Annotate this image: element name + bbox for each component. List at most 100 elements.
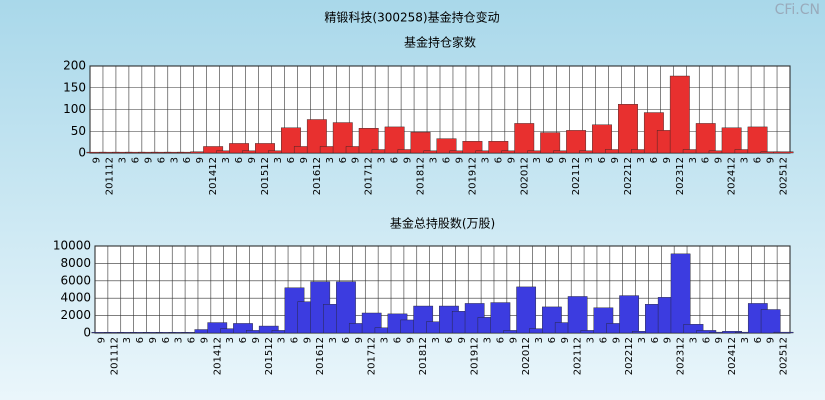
bar [721,127,742,154]
x-tick-label: 201512 [260,157,271,195]
bar [696,330,717,334]
x-tick-label: 6 [187,337,198,343]
x-tick-label: 6 [341,337,352,343]
x-tick-label: 6 [182,157,193,163]
x-tick-label: 3 [740,337,751,343]
x-tick-label: 9 [663,337,674,343]
x-tick-label: 3 [273,157,284,163]
x-tick-label: 9 [714,337,725,343]
chart-title: 基金持仓家数 [404,35,476,50]
x-tick-label: 9 [508,337,519,343]
x-tick-label: 6 [701,157,712,163]
bar [773,151,794,154]
bar [773,331,794,334]
bar [566,130,587,154]
x-tick-label: 6 [753,337,764,343]
x-tick-label: 6 [547,337,558,343]
bar [695,123,716,154]
bar [670,253,691,334]
x-tick-label: 6 [545,157,556,163]
bar [490,302,511,334]
y-tick-label: 8000 [60,256,91,270]
x-tick-label: 9 [766,157,777,163]
x-tick-label: 3 [122,337,133,343]
x-tick-label: 6 [156,157,167,163]
x-tick-label: 201612 [312,157,323,195]
x-tick-label: 3 [325,157,336,163]
x-tick-label: 202112 [573,337,584,375]
bar [462,141,483,154]
x-tick-label: 202312 [675,157,686,195]
bar [233,323,253,334]
x-tick-label: 6 [338,157,349,163]
x-tick-label: 201412 [208,157,219,195]
x-tick-label: 3 [532,157,543,163]
x-tick-label: 9 [299,157,310,163]
x-tick-label: 9 [302,337,313,343]
x-tick-label: 9 [714,157,725,163]
x-tick-label: 9 [354,337,365,343]
x-tick-label: 9 [403,157,414,163]
y-tick-label: 10000 [53,239,91,253]
y-tick-label: 150 [63,80,86,94]
x-tick-label: 6 [597,157,608,163]
x-tick-label: 3 [277,337,288,343]
bar [358,128,379,154]
x-tick-label: 9 [454,157,465,163]
bar [384,126,405,154]
watermark: CFi.CN [775,2,820,18]
x-tick-label: 3 [688,157,699,163]
x-tick-label: 202012 [519,157,530,195]
x-tick-label: 9 [610,157,621,163]
bar [332,122,353,154]
x-tick-label: 9 [91,157,102,163]
x-tick-label: 201612 [315,337,326,375]
x-tick-label: 3 [328,337,339,343]
x-tick-label: 3 [584,157,595,163]
bar [410,131,431,154]
x-tick-label: 3 [225,337,236,343]
x-tick-label: 9 [96,337,107,343]
x-tick-label: 3 [431,337,442,343]
x-tick-label: 6 [495,337,506,343]
x-tick-label: 9 [251,337,262,343]
x-tick-label: 201412 [212,337,223,375]
bar [760,309,781,334]
x-tick-label: 202212 [624,337,635,375]
chart-title: 基金总持股数(万股) [390,216,495,231]
x-tick-label: 9 [506,157,517,163]
bar [618,104,638,154]
x-tick-label: 9 [247,157,258,163]
bar [567,296,588,334]
y-tick-label: 4000 [60,291,91,305]
y-tick-label: 0 [83,326,91,340]
x-tick-label: 6 [130,157,141,163]
bar [540,132,561,154]
x-tick-label: 9 [558,157,569,163]
bar [203,146,224,154]
y-tick-label: 200 [63,59,86,73]
bar [258,325,279,334]
bar [747,126,768,154]
x-tick-label: 9 [148,337,159,343]
x-tick-label: 202112 [571,157,582,195]
x-tick-label: 3 [117,157,128,163]
x-tick-label: 3 [534,337,545,343]
x-tick-label: 6 [753,157,764,163]
x-tick-label: 201112 [109,337,120,375]
bar [336,281,356,334]
x-tick-label: 201812 [416,157,427,195]
x-tick-label: 202512 [779,157,790,195]
x-tick-label: 9 [457,337,468,343]
x-tick-label: 9 [662,157,673,163]
x-tick-label: 201712 [364,157,375,195]
x-tick-label: 9 [611,337,622,343]
y-tick-label: 100 [63,102,86,116]
x-tick-label: 201712 [367,337,378,375]
bar [229,143,249,154]
bar [306,119,327,154]
bar [514,123,535,154]
bar [669,75,690,154]
x-tick-label: 9 [405,337,416,343]
